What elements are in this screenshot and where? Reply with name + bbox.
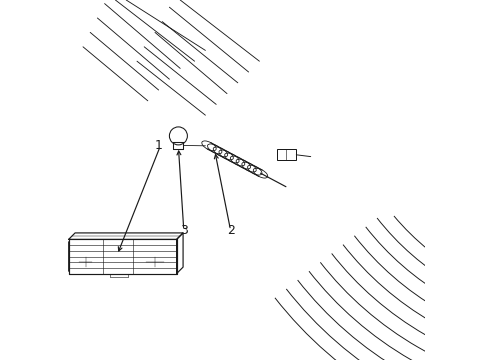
Text: 3: 3 bbox=[180, 224, 188, 237]
Text: 1: 1 bbox=[155, 139, 163, 152]
Text: 2: 2 bbox=[227, 224, 235, 237]
